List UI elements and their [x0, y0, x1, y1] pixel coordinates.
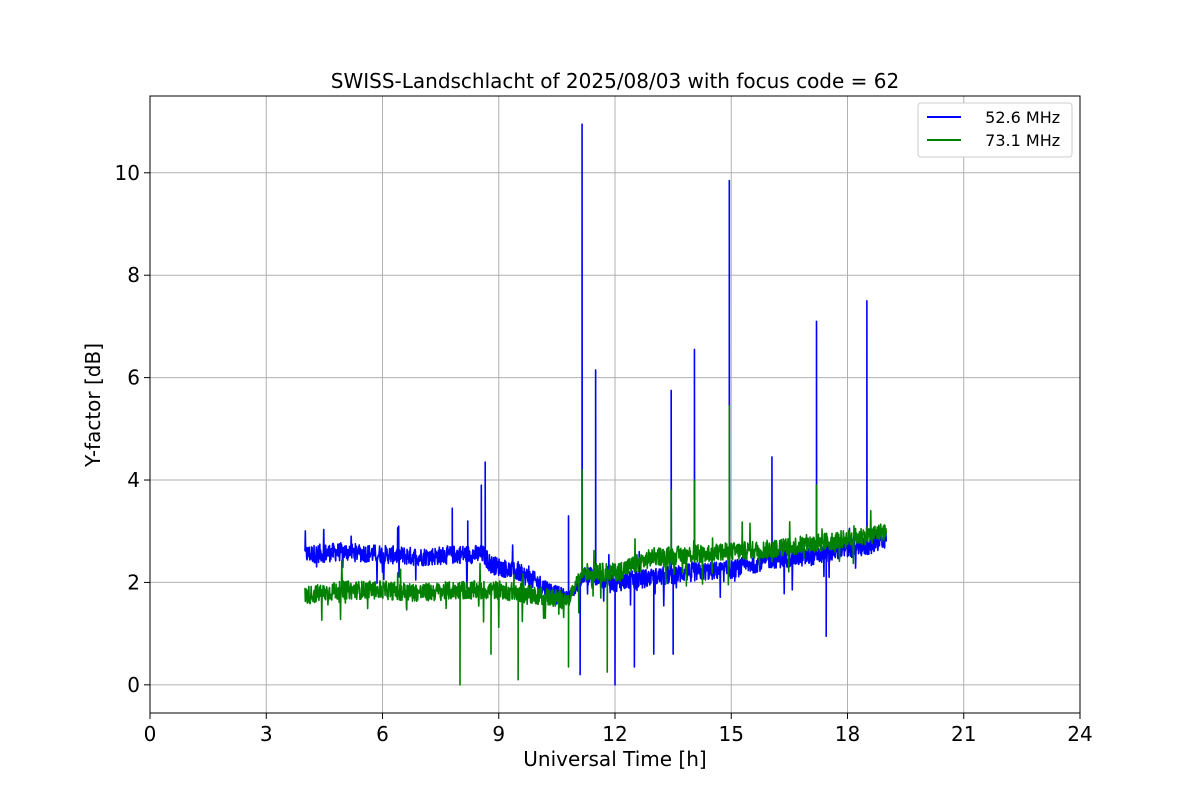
y-tick-label: 10 — [115, 161, 140, 185]
series-lines — [304, 123, 888, 686]
legend-label-52: 52.6 MHz — [975, 108, 1060, 127]
x-tick-label: 21 — [951, 722, 976, 746]
chart-title: SWISS-Landschlacht of 2025/08/03 with fo… — [331, 69, 899, 93]
y-axis-label: Y-factor [dB] — [81, 343, 105, 468]
x-tick-label: 3 — [260, 722, 273, 746]
x-tick-label: 6 — [376, 722, 389, 746]
legend-label-73: 73.1 MHz — [975, 131, 1060, 150]
y-tick-label: 6 — [127, 366, 140, 390]
y-tick-label: 2 — [127, 570, 140, 594]
x-tick-label: 0 — [144, 722, 157, 746]
x-axis-ticks: 0 3 6 9 12 15 18 21 24 — [144, 713, 1093, 746]
x-tick-label: 18 — [835, 722, 860, 746]
x-tick-label: 12 — [602, 722, 627, 746]
y-axis-ticks: 0 2 4 6 8 10 — [115, 161, 150, 697]
y-tick-label: 0 — [127, 673, 140, 697]
y-tick-label: 4 — [127, 468, 140, 492]
x-tick-label: 15 — [719, 722, 744, 746]
y-tick-label: 8 — [127, 263, 140, 287]
legend: 52.6 MHz 73.1 MHz — [917, 102, 1073, 158]
x-axis-label: Universal Time [h] — [523, 747, 706, 771]
x-tick-label: 24 — [1067, 722, 1092, 746]
series-line-1 — [304, 404, 888, 686]
x-tick-label: 9 — [492, 722, 505, 746]
